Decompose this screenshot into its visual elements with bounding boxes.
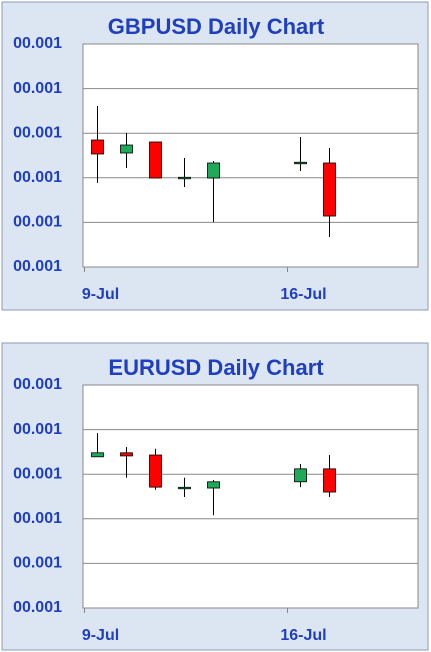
candle-body — [120, 452, 133, 457]
x-tick-label: 9-Jul — [82, 286, 119, 303]
candle-body — [149, 454, 162, 488]
y-tick-label: 00.001 — [13, 214, 62, 231]
x-tick-label: 16-Jul — [280, 286, 326, 303]
candle-body — [149, 141, 162, 179]
candle-body — [323, 162, 336, 217]
candle-body — [91, 139, 104, 155]
candle-body — [323, 468, 336, 493]
y-tick-label: 00.001 — [13, 124, 62, 141]
x-tick-label: 16-Jul — [280, 627, 326, 644]
candle-body — [207, 481, 220, 489]
y-tick-label: 00.001 — [13, 555, 62, 572]
candle-body — [91, 452, 104, 458]
candle-body — [207, 162, 220, 179]
chart-title: GBPUSD Daily Chart — [108, 14, 325, 39]
y-tick-label: 00.001 — [13, 169, 62, 186]
x-tick-label: 9-Jul — [82, 627, 119, 644]
y-tick-label: 00.001 — [13, 465, 62, 482]
candle-body — [294, 468, 307, 483]
plot-area — [82, 384, 419, 609]
y-tick-label: 00.001 — [13, 599, 62, 616]
candle-body — [178, 176, 191, 180]
candle-body — [178, 486, 191, 490]
candle-body — [294, 161, 307, 165]
plot-area — [82, 43, 419, 268]
y-tick-label: 00.001 — [13, 35, 62, 52]
y-tick-label: 00.001 — [13, 258, 62, 275]
y-tick-label: 00.001 — [13, 376, 62, 393]
candle-body — [120, 144, 133, 154]
y-tick-label: 00.001 — [13, 80, 62, 97]
y-tick-label: 00.001 — [13, 510, 62, 527]
chart-title: EURUSD Daily Chart — [108, 355, 324, 380]
y-tick-label: 00.001 — [13, 421, 62, 438]
